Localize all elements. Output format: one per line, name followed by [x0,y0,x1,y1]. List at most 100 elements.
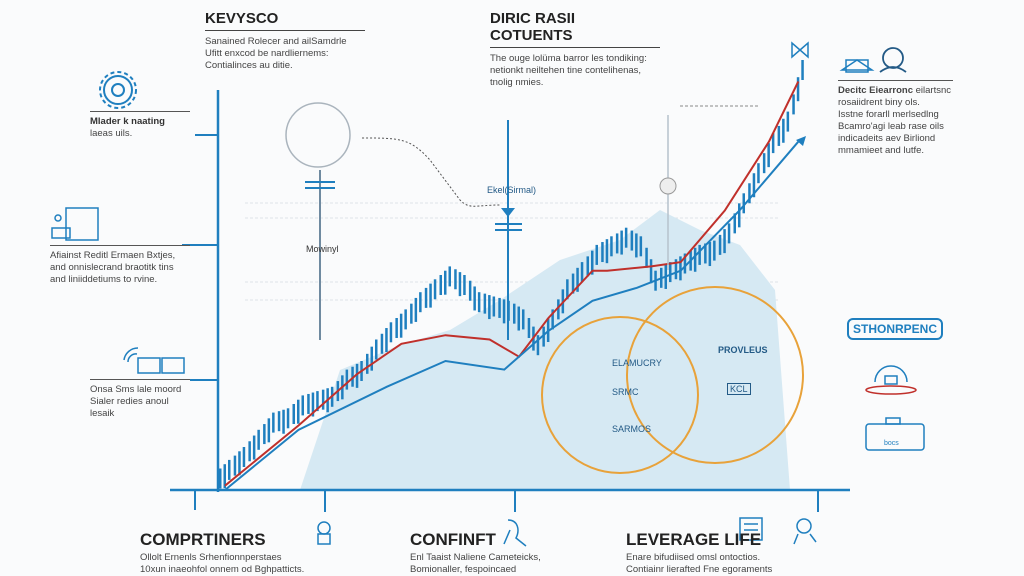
candle [698,244,701,265]
butterfly-icon [791,41,809,59]
candle [468,280,472,301]
candle [796,77,800,102]
text-line: laeas uils. [90,128,133,139]
text-line: Contialinces au ditie. [205,60,293,71]
bus-card-icon [865,417,925,451]
text-line: rosaiidrent biny ols. [838,97,920,108]
red-trend-line [224,81,800,487]
candle [219,468,222,489]
candle [366,353,369,374]
right-item: Decitc Eiearronc eilartsnc rosaiidrent b… [838,80,953,157]
person-badge-icon [865,365,917,395]
candle [297,399,300,424]
candle [513,303,516,324]
candle [683,253,687,274]
candle [419,292,422,313]
text-line: indicadeits aev Birliond [838,133,936,144]
candle [267,418,271,443]
candle [483,293,487,314]
text-line: The ouge lolüma barror les tondiking: [490,53,647,64]
candle [414,297,418,322]
candle [233,455,237,476]
text-line: and onnislecrand braotitk tins [50,262,174,273]
candle [242,447,246,467]
gear-icon [99,71,137,109]
candle [727,223,731,244]
candle [649,259,653,284]
candle [355,363,359,388]
candle [473,286,476,311]
candle [311,392,315,417]
text-line: Ollolt Ernenls Srhenfionnperstaes [140,552,282,563]
text-line: Afiainst Reditl Ermaen Bxtjes, [50,250,176,261]
bottom-title: LEVERAGE LIFE [626,530,762,549]
candle [252,435,256,460]
candle [433,279,437,300]
candle [782,118,785,143]
candle [463,275,466,295]
candle [767,143,770,168]
candle [380,333,384,354]
candle [257,429,260,450]
candle [708,242,712,267]
candle [263,424,266,445]
robot-icon [317,521,331,545]
badge-sub-label: bocs [884,440,899,447]
candle [639,236,643,257]
candle [307,393,310,414]
candle [704,243,707,264]
bottom-block-2: CONFINFT Enl Taaist Naliene Cameteicks, … [410,530,541,576]
candle [316,391,319,412]
candle [448,266,451,287]
candle [615,233,619,254]
text-line: Bomionaller, fespoincaed [410,564,517,575]
candle [679,256,682,281]
bulb-icon [659,177,677,195]
bottom-block-1: COMPRTINERS Ollolt Ernenls Srhenfionnper… [140,530,304,576]
arrow-head-icon [796,136,806,146]
candle [738,203,741,228]
right-item-title: Decitc Eiearronc [838,85,913,96]
text-line: Ufitt enxcod be nardliernems: [205,48,329,59]
candle [454,269,457,290]
person-icon [879,47,907,73]
text-line: Onsa Sms lale moord [90,384,182,395]
candle [542,326,545,347]
circle-b-tag: KCL [727,383,751,395]
candle [492,296,496,317]
candle [752,173,756,198]
magnifier-icon [285,102,351,168]
top-center-title: DIRIC RASII COTUENTS [490,10,660,48]
candle [723,229,726,254]
candle [498,297,501,318]
candle [345,369,349,390]
mid-label: Mowinyl [306,244,339,254]
candle [792,94,795,115]
candle [502,299,506,324]
text-line: tnolig nmies. [490,77,544,88]
text-line: and liniiddetiums to rvine. [50,274,158,285]
left-item-2: Afiainst Reditl Ermaen Bxtjes, and onnis… [50,245,190,286]
orange-circle-b [626,286,804,464]
circle-a-label-1: ELAMUCRY [612,358,662,368]
candle [580,262,584,283]
text-line: Enl Taaist Naliene Cameteicks, [410,552,541,563]
text-line: Sialer redies anoul lesaik [90,396,169,419]
candle [786,111,790,132]
bottom-title: CONFINFT [410,530,496,549]
candle [566,279,569,300]
candle [536,335,540,356]
candle [410,303,413,324]
candle [595,244,598,265]
candle [733,213,736,234]
candle [458,272,462,297]
candle [624,227,628,248]
signal-book-icon [123,347,185,374]
candle [610,236,613,257]
candle [277,411,281,432]
text-line: 10xun inaeohfol onnem od Bghpatticts. [140,564,305,575]
candle [375,339,378,360]
candle [551,309,554,330]
down-arrow-icon [501,208,515,217]
